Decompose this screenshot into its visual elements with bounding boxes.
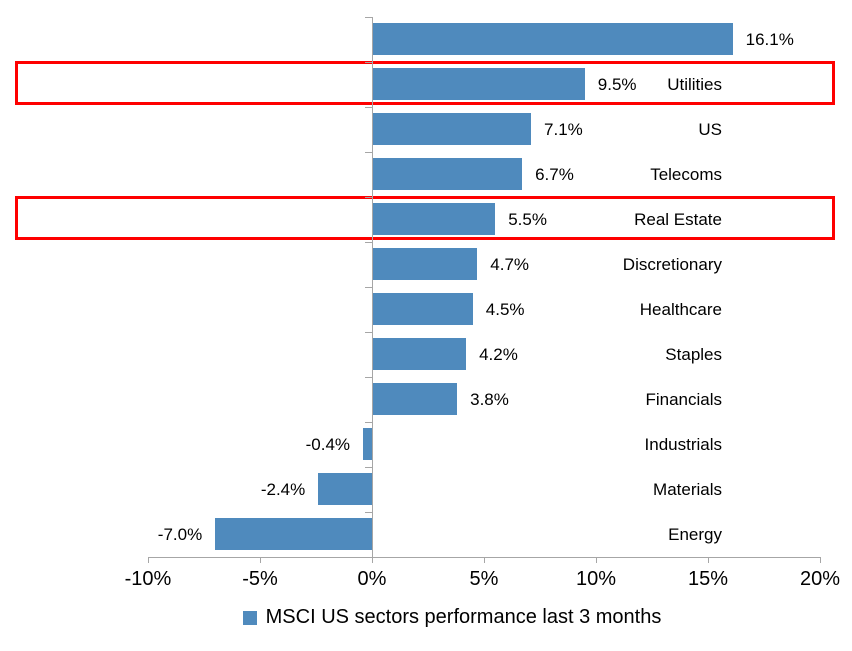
legend-label: MSCI US sectors performance last 3 month… — [265, 606, 662, 628]
value-axis-tick-label: 15% — [687, 568, 729, 590]
category-label: US — [698, 120, 722, 139]
legend-marker-icon — [242, 610, 257, 625]
bar — [372, 338, 467, 370]
value-axis-tick-label: 20% — [799, 568, 841, 590]
value-axis-tick — [596, 557, 597, 563]
value-label: 4.5% — [485, 300, 525, 319]
value-axis-tick — [372, 557, 373, 563]
bar — [372, 158, 523, 190]
category-label: Industrials — [644, 435, 722, 454]
value-axis-tick — [260, 557, 261, 563]
category-axis-tick — [365, 512, 372, 513]
category-axis-tick — [365, 422, 372, 423]
highlight-box-utilities — [15, 61, 835, 105]
category-label: Real Estate — [634, 210, 722, 229]
category-label: Utilities — [667, 75, 722, 94]
value-label: -0.4% — [305, 435, 351, 454]
bar — [318, 473, 372, 505]
value-label: 4.7% — [490, 255, 530, 274]
bar — [363, 428, 372, 460]
value-label: 5.5% — [508, 210, 547, 229]
bar — [372, 383, 458, 415]
bar — [215, 518, 372, 550]
category-axis-tick — [365, 332, 372, 333]
category-label: Telecoms — [650, 165, 722, 184]
value-axis-tick — [820, 557, 821, 563]
category-axis-tick — [365, 17, 372, 18]
category-label: Financials — [645, 390, 722, 409]
value-label: 3.8% — [470, 390, 509, 409]
category-axis-tick — [365, 152, 372, 153]
category-axis-tick — [365, 197, 372, 198]
category-label: Energy — [668, 525, 722, 544]
category-label: Materials — [653, 480, 722, 499]
value-label: 16.1% — [745, 30, 794, 49]
category-axis-tick — [365, 467, 372, 468]
category-axis-line — [372, 17, 373, 557]
value-label: -7.0% — [157, 525, 203, 544]
category-axis-tick — [365, 287, 372, 288]
value-label: 4.2% — [479, 345, 518, 364]
value-label: 6.7% — [535, 165, 574, 184]
value-axis-tick-label: 0% — [357, 568, 387, 590]
bar — [372, 248, 478, 280]
bar — [372, 293, 473, 325]
legend: MSCI US sectors performance last 3 month… — [26, 606, 852, 629]
category-axis-tick — [365, 242, 372, 243]
bar — [372, 203, 496, 235]
category-label: Discretionary — [622, 255, 722, 274]
value-axis-tick-label: -10% — [124, 568, 172, 590]
highlight-box-real-estate — [15, 196, 835, 240]
bar — [372, 23, 733, 55]
category-axis-tick — [365, 377, 372, 378]
category-axis-tick — [365, 62, 372, 63]
category-label: Staples — [665, 345, 722, 364]
value-axis-tick-label: -5% — [242, 568, 278, 590]
bar — [372, 113, 532, 145]
value-label: 9.5% — [597, 75, 637, 94]
category-axis-tick — [365, 107, 372, 108]
value-axis-tick — [148, 557, 149, 563]
category-label: Healthcare — [639, 300, 722, 319]
value-axis-tick — [708, 557, 709, 563]
value-label: 7.1% — [544, 120, 583, 139]
value-axis-tick — [484, 557, 485, 563]
value-axis-tick-label: 10% — [575, 568, 617, 590]
value-label: -2.4% — [260, 480, 306, 499]
value-axis-tick-label: 5% — [469, 568, 499, 590]
bar — [372, 68, 585, 100]
